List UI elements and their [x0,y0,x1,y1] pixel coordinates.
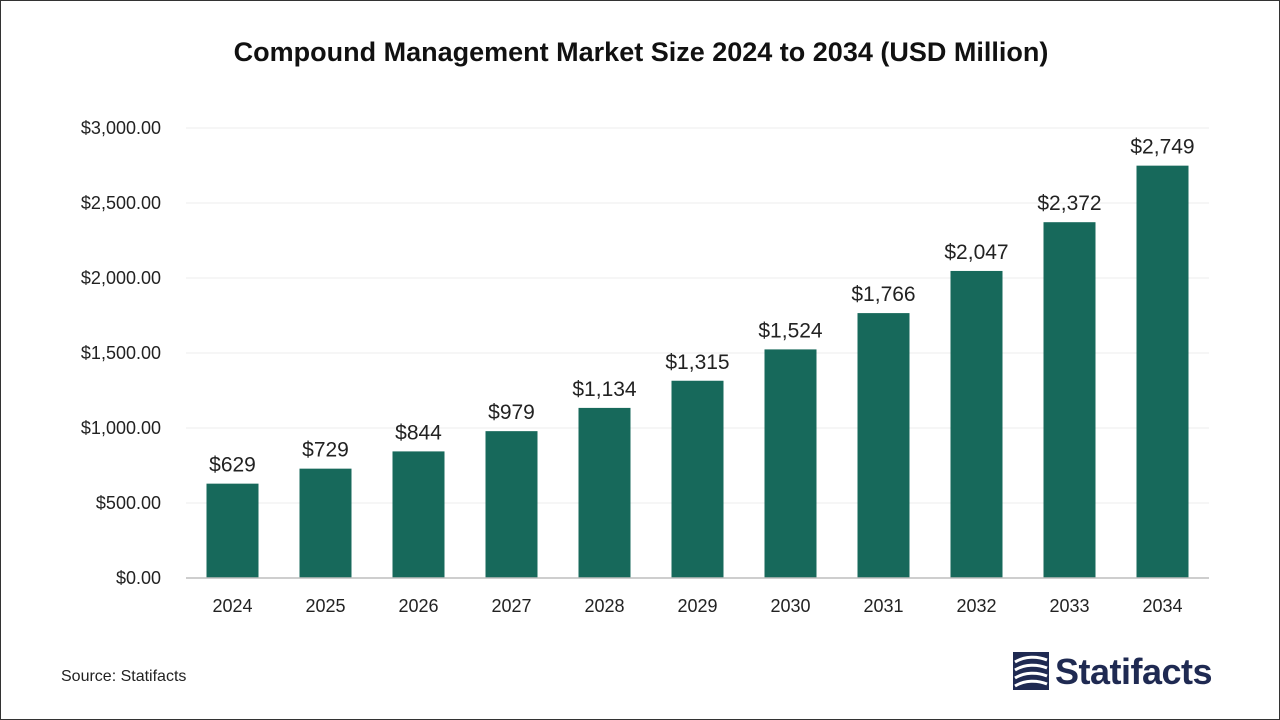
x-tick-label: 2034 [1142,596,1182,616]
bar [392,451,445,578]
bar [671,380,724,578]
bar [1043,222,1096,578]
x-tick-label: 2027 [491,596,531,616]
bar [950,270,1003,578]
x-tick-label: 2029 [677,596,717,616]
statifacts-logo-icon [1013,652,1049,690]
data-label: $629 [209,454,256,477]
bar [1136,165,1189,578]
statifacts-logo-text: Statifacts [1055,651,1213,692]
source-note: Source: Statifacts [61,668,187,685]
x-tick-label: 2033 [1049,596,1089,616]
x-tick-label: 2024 [212,596,252,616]
bar [485,431,538,578]
data-label: $979 [488,401,535,424]
statifacts-logo: Statifacts [1013,651,1213,693]
x-tick-label: 2032 [956,596,996,616]
y-tick-label: $2,500.00 [81,193,161,213]
data-label: $2,047 [944,241,1008,264]
bar [206,483,259,578]
data-label: $2,749 [1130,136,1194,159]
chart-title: Compound Management Market Size 2024 to … [233,37,1049,67]
x-tick-label: 2025 [305,596,345,616]
x-tick-label: 2028 [584,596,624,616]
data-label: $1,524 [758,319,823,342]
y-tick-label: $3,000.00 [81,118,161,138]
data-label: $844 [395,421,442,444]
y-tick-label: $2,000.00 [81,268,161,288]
x-tick-label: 2026 [398,596,438,616]
y-tick-label: $1,000.00 [81,418,161,438]
data-label: $1,766 [851,283,915,306]
bar [578,407,631,578]
bar [764,349,817,578]
y-axis-ticks: $0.00 $500.00 $1,000.00 $1,500.00 $2,000.00 $… [81,118,161,588]
y-tick-label: $500.00 [96,493,161,513]
data-label: $1,134 [572,378,637,401]
y-tick-label: $1,500.00 [81,343,161,363]
x-axis-ticks: 2024 2025 2026 2027 2028 2029 2030 2031 2032 2033… [212,596,1182,616]
bar [857,313,910,578]
data-label: $729 [302,439,349,462]
data-labels: $629 $729 $844 $979 $1,134 $1,315 $1,524 $1,766… [209,136,1194,477]
x-tick-label: 2030 [770,596,810,616]
data-label: $2,372 [1037,192,1101,215]
data-label: $1,315 [665,351,729,374]
x-tick-label: 2031 [863,596,903,616]
bars [206,165,1189,578]
y-tick-label: $0.00 [116,568,161,588]
bar [299,468,352,578]
